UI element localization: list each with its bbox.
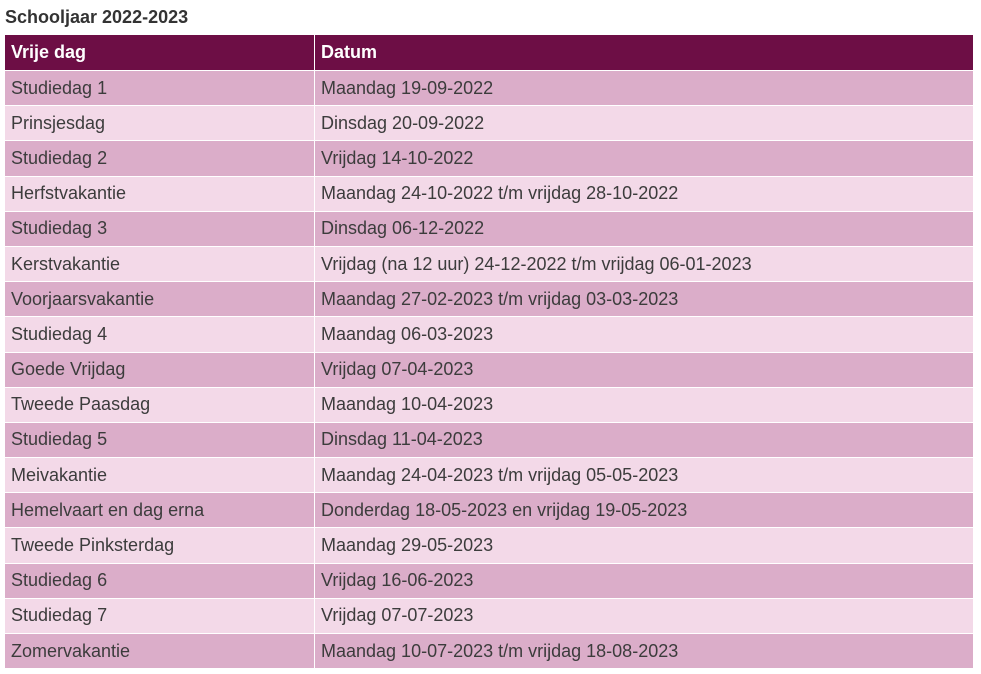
cell-datum: Vrijdag 07-07-2023: [314, 597, 973, 633]
cell-vrije-dag: Studiedag 1: [5, 70, 314, 106]
cell-datum: Maandag 19-09-2022: [314, 70, 973, 106]
table-row: Voorjaarsvakantie Maandag 27-02-2023 t/m…: [5, 281, 973, 317]
cell-vrije-dag: Kerstvakantie: [5, 245, 314, 282]
cell-datum: Dinsdag 06-12-2022: [314, 210, 973, 246]
cell-vrije-dag: Studiedag 5: [5, 421, 314, 458]
cell-datum: Donderdag 18-05-2023 en vrijdag 19-05-20…: [314, 492, 973, 528]
table-row: Kerstvakantie Vrijdag (na 12 uur) 24-12-…: [5, 245, 973, 282]
table-header-row: Vrije dag Datum: [5, 35, 973, 70]
table-row: Studiedag 1 Maandag 19-09-2022: [5, 70, 973, 106]
cell-datum: Maandag 24-10-2022 t/m vrijdag 28-10-202…: [314, 175, 973, 211]
cell-datum: Maandag 06-03-2023: [314, 316, 973, 352]
cell-vrije-dag: Tweede Paasdag: [5, 386, 314, 422]
cell-datum: Vrijdag 07-04-2023: [314, 351, 973, 387]
table-row: Studiedag 5 Dinsdag 11-04-2023: [5, 421, 973, 458]
cell-datum: Dinsdag 11-04-2023: [314, 421, 973, 458]
table-row: Meivakantie Maandag 24-04-2023 t/m vrijd…: [5, 457, 973, 493]
cell-vrije-dag: Prinsjesdag: [5, 105, 314, 141]
cell-vrije-dag: Hemelvaart en dag erna: [5, 492, 314, 528]
column-header-vrije-dag: Vrije dag: [5, 35, 314, 70]
table-row: Studiedag 6 Vrijdag 16-06-2023: [5, 562, 973, 598]
cell-vrije-dag: Studiedag 7: [5, 597, 314, 633]
cell-datum: Dinsdag 20-09-2022: [314, 105, 973, 141]
column-header-datum: Datum: [314, 35, 973, 70]
cell-datum: Maandag 29-05-2023: [314, 527, 973, 563]
table-row: Zomervakantie Maandag 10-07-2023 t/m vri…: [5, 633, 973, 669]
cell-datum: Maandag 27-02-2023 t/m vrijdag 03-03-202…: [314, 281, 973, 317]
cell-datum: Vrijdag (na 12 uur) 24-12-2022 t/m vrijd…: [314, 245, 973, 282]
table-row: Tweede Pinksterdag Maandag 29-05-2023: [5, 527, 973, 563]
table-row: Herfstvakantie Maandag 24-10-2022 t/m vr…: [5, 175, 973, 211]
cell-vrije-dag: Studiedag 4: [5, 316, 314, 352]
table-row: Goede Vrijdag Vrijdag 07-04-2023: [5, 351, 973, 387]
table-row: Prinsjesdag Dinsdag 20-09-2022: [5, 105, 973, 141]
vacation-schedule-table: Vrije dag Datum Studiedag 1 Maandag 19-0…: [5, 35, 973, 669]
page-title: Schooljaar 2022-2023: [5, 7, 189, 27]
cell-vrije-dag: Studiedag 2: [5, 140, 314, 176]
table-row: Hemelvaart en dag erna Donderdag 18-05-2…: [5, 492, 973, 528]
cell-datum: Vrijdag 16-06-2023: [314, 562, 973, 598]
table-row: Studiedag 7 Vrijdag 07-07-2023: [5, 597, 973, 633]
table-row: Studiedag 4 Maandag 06-03-2023: [5, 316, 973, 352]
cell-vrije-dag: Studiedag 6: [5, 562, 314, 598]
cell-vrije-dag: Meivakantie: [5, 457, 314, 493]
cell-vrije-dag: Voorjaarsvakantie: [5, 281, 314, 317]
cell-datum: Maandag 24-04-2023 t/m vrijdag 05-05-202…: [314, 457, 973, 493]
cell-vrije-dag: Goede Vrijdag: [5, 351, 314, 387]
cell-datum: Maandag 10-04-2023: [314, 386, 973, 422]
table-row: Studiedag 3 Dinsdag 06-12-2022: [5, 210, 973, 246]
cell-vrije-dag: Zomervakantie: [5, 633, 314, 669]
cell-vrije-dag: Tweede Pinksterdag: [5, 527, 314, 563]
table-row: Tweede Paasdag Maandag 10-04-2023: [5, 386, 973, 422]
cell-datum: Vrijdag 14-10-2022: [314, 140, 973, 176]
cell-datum: Maandag 10-07-2023 t/m vrijdag 18-08-202…: [314, 633, 973, 669]
table-row: Studiedag 2 Vrijdag 14-10-2022: [5, 140, 973, 176]
cell-vrije-dag: Studiedag 3: [5, 210, 314, 246]
cell-vrije-dag: Herfstvakantie: [5, 175, 314, 211]
